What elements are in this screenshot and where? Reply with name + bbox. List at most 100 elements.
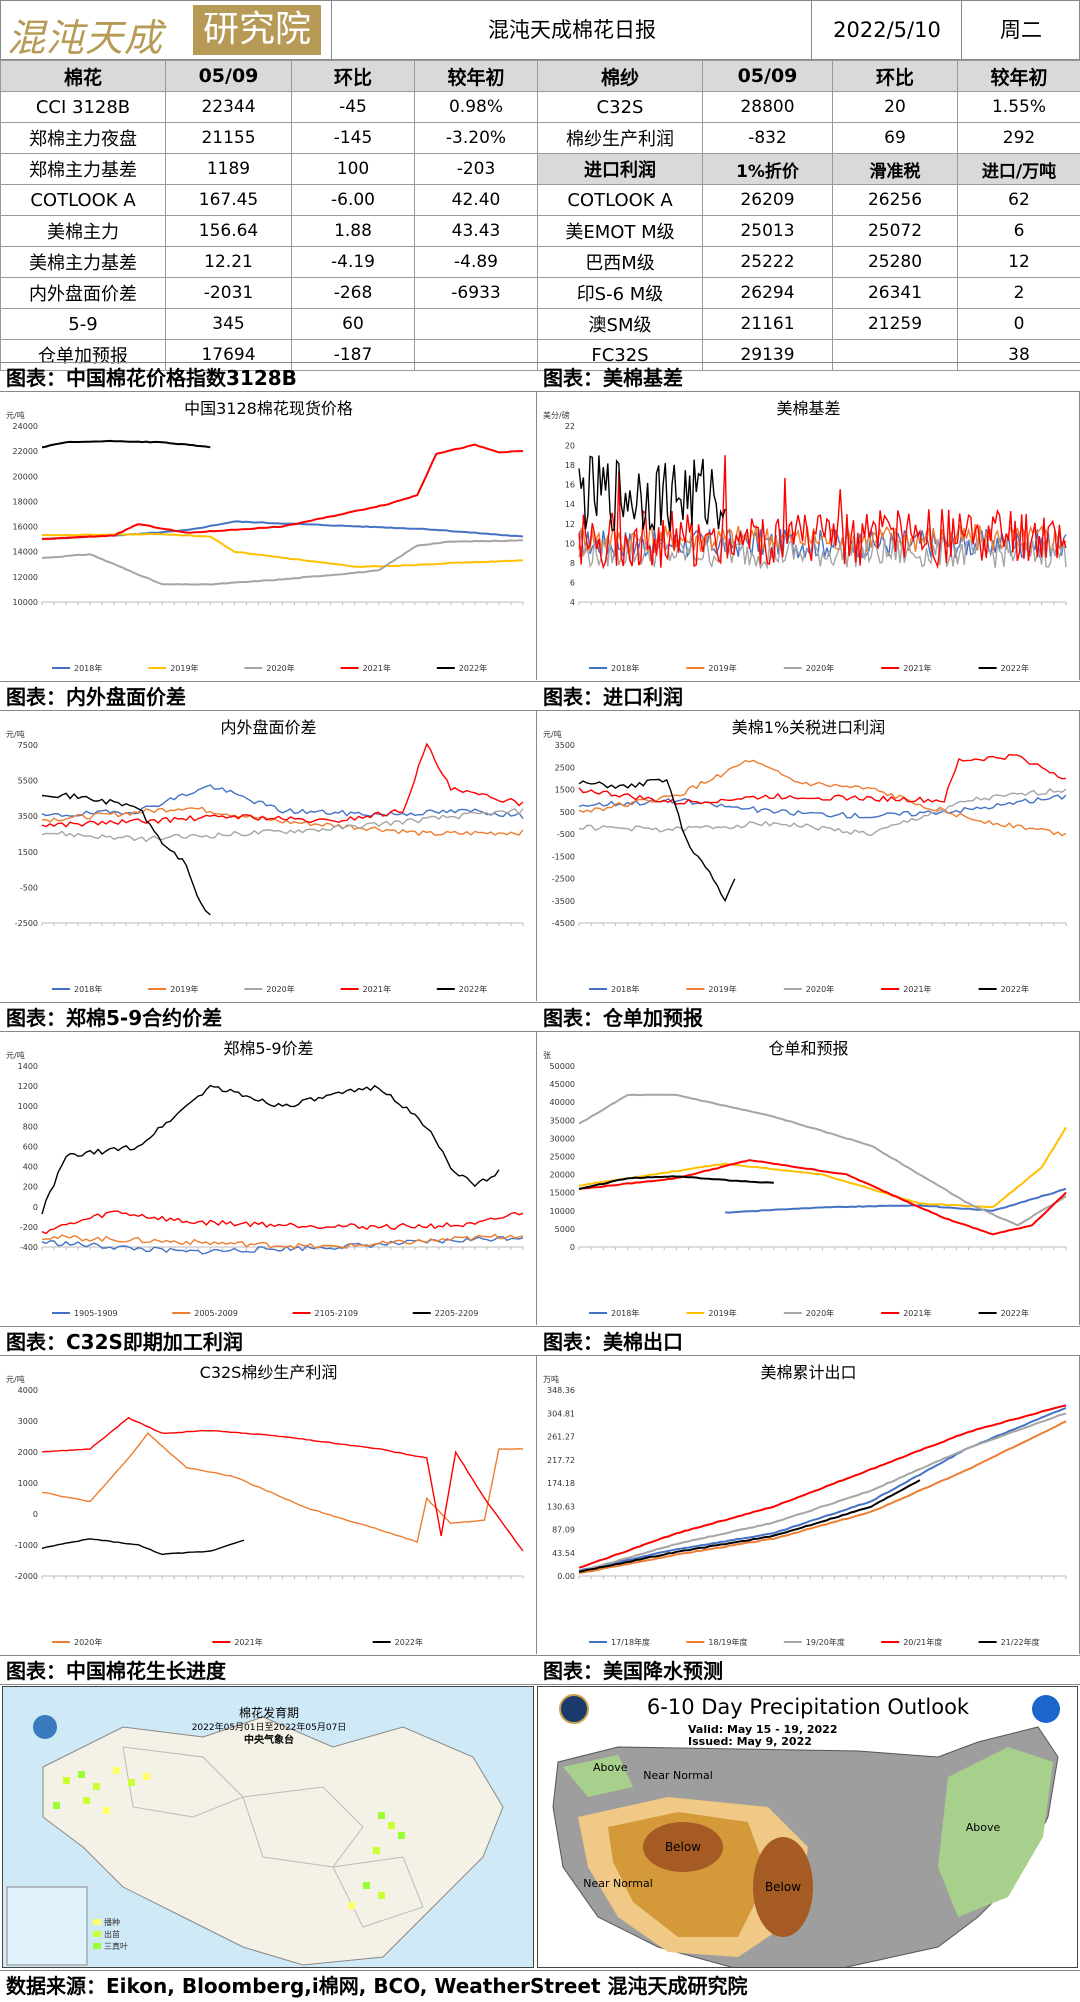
y-axis-unit: 元/吨 [6, 410, 25, 420]
noaa-seal-icon [560, 1695, 588, 1723]
right-table-header-cell: 较年初 [958, 61, 1080, 92]
table-row-cell: 郑棉主力夜盘 [1, 123, 166, 154]
y-tick-label: 4 [570, 598, 575, 607]
south-sea-inset [7, 1887, 87, 1965]
table-row-cell: 25072 [833, 216, 958, 247]
us-label-above-nw: Above [593, 1761, 628, 1774]
chart-title: 中国3128棉花现货价格 [184, 399, 353, 418]
section-cci-3128b: 图表：中国棉花价格指数3128B [0, 362, 537, 392]
table-row-cell: 1189 [166, 154, 292, 185]
table-row-cell: 6 [958, 216, 1080, 247]
table-row-cell: -203 [415, 154, 538, 185]
y-tick-label: 40000 [550, 1098, 575, 1107]
y-tick-label: 3500 [555, 741, 575, 750]
cma-logo-icon [33, 1715, 57, 1739]
y-tick-label: 3500 [18, 812, 38, 821]
y-tick-label: 14 [565, 500, 575, 509]
series-line-0 [725, 1189, 1066, 1213]
series-line-3 [42, 445, 523, 539]
table-row-cell: 42.40 [415, 185, 538, 216]
table-row-cell: 26294 [703, 278, 833, 309]
chart-title: 美棉基差 [776, 399, 840, 418]
y-tick-label: 16 [565, 481, 575, 490]
us-map-graphic: 6-10 Day Precipitation Outlook Valid: Ma… [538, 1687, 1078, 1968]
y-tick-label: 0 [33, 1510, 38, 1519]
y-tick-label: 25000 [550, 1153, 575, 1162]
table-row-cell: COTLOOK A [538, 185, 703, 216]
table-row-cell: -6933 [415, 278, 538, 309]
table-row-cell: 167.45 [166, 185, 292, 216]
us-precip-map: 6-10 Day Precipitation Outlook Valid: Ma… [537, 1686, 1078, 1968]
legend-label: 2022年 [1001, 1308, 1029, 1318]
table-row-cell: 100 [292, 154, 415, 185]
y-tick-label: 1500 [555, 786, 575, 795]
y-tick-label: 16000 [13, 523, 38, 532]
legend-label: 2021年 [363, 984, 391, 994]
table-row-cell: -3.20% [415, 123, 538, 154]
y-tick-label: 12000 [13, 573, 38, 582]
legend-label: 2022年 [395, 1637, 423, 1647]
y-tick-label: 14000 [13, 548, 38, 557]
y-tick-label: 22 [565, 422, 575, 431]
table-row-cell: 21155 [166, 123, 292, 154]
table-row-cell: 26341 [833, 278, 958, 309]
table-row-cell: 345 [166, 309, 292, 340]
table-row-cell: -2031 [166, 278, 292, 309]
table-row-cell: 26209 [703, 185, 833, 216]
y-tick-label: -400 [20, 1243, 38, 1252]
table-row-cell: 60 [292, 309, 415, 340]
y-tick-label: 1500 [18, 848, 38, 857]
report-weekday: 周二 [961, 1, 1080, 59]
y-tick-label: 4000 [18, 1386, 38, 1395]
legend-label: 20/21年度 [903, 1637, 942, 1647]
table-row-cell: 巴西M级 [538, 247, 703, 278]
right-table-header-cell: 棉纱 [538, 61, 703, 92]
y-tick-label: 10000 [550, 1207, 575, 1216]
report-title: 混沌天成棉花日报 [331, 1, 812, 59]
cn-map-subtitle: 2022年05月01日至2022年05月07日 [192, 1721, 347, 1733]
y-tick-label: -2000 [15, 1572, 38, 1581]
y-tick-label: 1400 [18, 1062, 38, 1071]
us-label-near-normal-n: Near Normal [643, 1769, 713, 1782]
legend-label: 18/19年度 [708, 1637, 747, 1647]
section-cn-growth: 图表：中国棉花生长进度 [0, 1655, 537, 1685]
logo: 混沌天成 研究院 [1, 1, 331, 59]
table-row-cell: -268 [292, 278, 415, 309]
y-tick-label: 6 [570, 578, 575, 587]
table-row-cell: 澳SM级 [538, 309, 703, 340]
y-axis-unit: 张 [543, 1051, 551, 1060]
y-tick-label: 500 [560, 808, 575, 817]
legend-label: 2021年 [903, 663, 931, 673]
section-c32s-profit: 图表：C32S即期加工利润 [0, 1326, 537, 1356]
y-tick-label: 0.00 [557, 1572, 575, 1581]
table-row-cell: 美EMOT M级 [538, 216, 703, 247]
y-tick-label: 20000 [550, 1171, 575, 1180]
y-tick-label: 22000 [13, 447, 38, 456]
us-label-below-1: Below [665, 1840, 701, 1854]
chart-title: 美棉1%关税进口利润 [732, 718, 885, 737]
right-table-header-cell: 环比 [833, 61, 958, 92]
us-label-near-normal-sw: Near Normal [583, 1877, 653, 1890]
table-row-cell: 28800 [703, 92, 833, 123]
legend-label: 2005-2009 [194, 1309, 238, 1318]
series-line-4 [42, 793, 210, 915]
table-row-cell: 20 [833, 92, 958, 123]
y-axis-unit: 元/吨 [6, 1374, 25, 1384]
y-tick-label: 18000 [13, 497, 38, 506]
y-tick-label: -2500 [552, 875, 575, 884]
us-label-below-2: Below [765, 1880, 801, 1894]
table-row-cell: -832 [703, 123, 833, 154]
report-header: 混沌天成 研究院 混沌天成棉花日报 2022/5/10 周二 [0, 0, 1080, 60]
